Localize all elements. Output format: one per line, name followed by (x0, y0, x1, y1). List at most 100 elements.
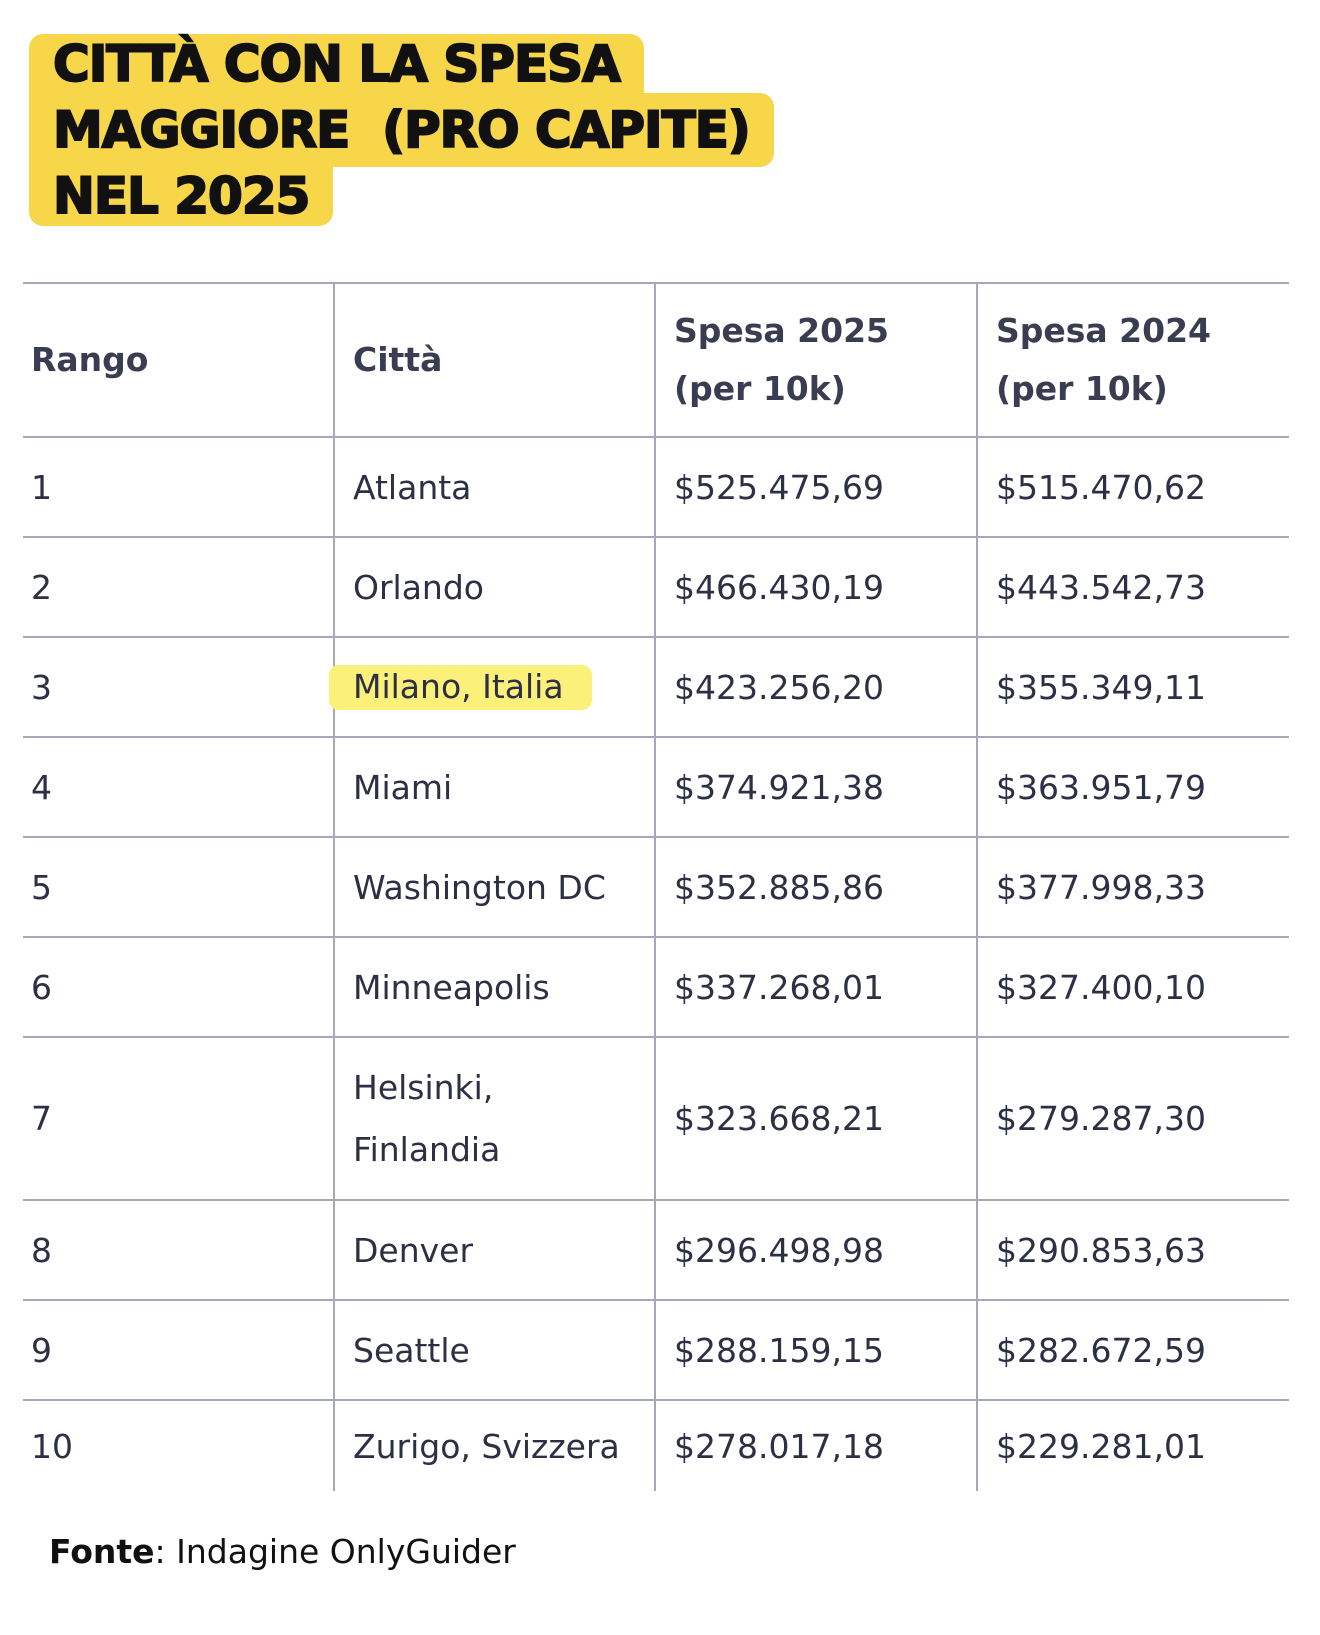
cell-text: $290.853,63 (996, 1230, 1206, 1270)
header-text: Spesa 2024 (per 10k) (996, 311, 1212, 408)
cell-text: $466.430,19 (674, 567, 884, 607)
cell-text: 9 (31, 1330, 52, 1370)
table-cell: $229.281,01 (976, 1399, 1289, 1491)
table-cell: $423.256,20 (654, 636, 977, 738)
table-cell: $337.268,01 (654, 936, 977, 1038)
city-name: Zurigo, Svizzera (353, 1426, 620, 1466)
cell-text: $443.542,73 (996, 567, 1206, 607)
table-cell: $296.498,98 (654, 1199, 977, 1301)
cell-text: $374.921,38 (674, 767, 884, 807)
table-cell: $352.885,86 (654, 836, 977, 938)
cell-text: 8 (31, 1230, 52, 1270)
table-row: 1 Atlanta $525.475,69 $515.470,62 (23, 436, 1289, 538)
city-name: Seattle (353, 1330, 470, 1370)
city-name: Orlando (353, 567, 484, 607)
table-cell: 9 (23, 1299, 334, 1401)
source: Fonte: Indagine OnlyGuider (49, 1532, 516, 1571)
table-cell: $443.542,73 (976, 536, 1289, 638)
source-label: Fonte (49, 1532, 155, 1571)
table-cell: 4 (23, 736, 334, 838)
title-line: MAGGIORE (PRO CAPITE) (29, 93, 774, 167)
cell-text: $229.281,01 (996, 1426, 1206, 1466)
cell-text: $296.498,98 (674, 1230, 884, 1270)
header-cell: Città (333, 282, 655, 438)
city-name: Minneapolis (353, 967, 550, 1007)
cell-text: $377.998,33 (996, 867, 1206, 907)
table-cell: $377.998,33 (976, 836, 1289, 938)
cell-text: $525.475,69 (674, 467, 884, 507)
table-cell: $323.668,21 (654, 1036, 977, 1201)
cell-text: 6 (31, 967, 52, 1007)
cell-text: 5 (31, 867, 52, 907)
cell-text: $423.256,20 (674, 667, 884, 707)
header-cell: Spesa 2024 (per 10k) (976, 282, 1289, 438)
table-row: 6 Minneapolis $337.268,01 $327.400,10 (23, 936, 1289, 1038)
city-name: Miami (353, 767, 453, 807)
table-row: 10 Zurigo, Svizzera $278.017,18 $229.281,01 (23, 1399, 1289, 1491)
city-name: Denver (353, 1230, 474, 1270)
header-text: Città (353, 340, 443, 379)
table-cell: Helsinki, Finlandia (333, 1036, 655, 1201)
city-name: Atlanta (353, 467, 472, 507)
header-text: Rango (31, 340, 149, 379)
cell-text: $279.287,30 (996, 1098, 1206, 1138)
table-cell: $355.349,11 (976, 636, 1289, 738)
table-cell: Atlanta (333, 436, 655, 538)
title-line: CITTÀ CON LA SPESA (29, 34, 644, 94)
table-cell: $374.921,38 (654, 736, 977, 838)
header-cell: Rango (23, 282, 334, 438)
table-row: 9 Seattle $288.159,15 $282.672,59 (23, 1299, 1289, 1401)
table-cell: $290.853,63 (976, 1199, 1289, 1301)
table-cell: Orlando (333, 536, 655, 638)
city-name: Milano, Italia (329, 664, 592, 710)
table-cell: Seattle (333, 1299, 655, 1401)
header-row: Rango Città Spesa 2025 (per 10k) Spesa 2024… (23, 282, 1289, 438)
ranking-table: Rango Città Spesa 2025 (per 10k) Spesa 2024… (23, 282, 1289, 1491)
table-cell: Minneapolis (333, 936, 655, 1038)
table-cell: 10 (23, 1399, 334, 1491)
table-cell: 5 (23, 836, 334, 938)
table-body: 1 Atlanta $525.475,69 $515.470,62 2 Orlando $4… (23, 436, 1289, 1491)
table-cell: $327.400,10 (976, 936, 1289, 1038)
cell-text: 1 (31, 467, 52, 507)
cell-text: $515.470,62 (996, 467, 1206, 507)
table-cell: 6 (23, 936, 334, 1038)
table-cell: $288.159,15 (654, 1299, 977, 1401)
header-text: Spesa 2025 (per 10k) (674, 311, 890, 408)
cell-text: $278.017,18 (674, 1426, 884, 1466)
cell-text: 10 (31, 1426, 73, 1466)
table-row: 3 Milano, Italia $423.256,20 $355.349,11 (23, 636, 1289, 738)
table-cell: $279.287,30 (976, 1036, 1289, 1201)
table-cell: $466.430,19 (654, 536, 977, 638)
cell-text: 3 (31, 667, 52, 707)
table-cell: Zurigo, Svizzera (333, 1399, 655, 1491)
table-cell: 7 (23, 1036, 334, 1201)
cell-text: $282.672,59 (996, 1330, 1206, 1370)
cell-text: 7 (31, 1098, 52, 1138)
cell-text: $355.349,11 (996, 667, 1206, 707)
table-cell: Miami (333, 736, 655, 838)
city-name: Washington DC (353, 867, 606, 907)
cell-text: $352.885,86 (674, 867, 884, 907)
table-row: 8 Denver $296.498,98 $290.853,63 (23, 1199, 1289, 1301)
cell-text: $323.668,21 (674, 1098, 884, 1138)
table-row: 2 Orlando $466.430,19 $443.542,73 (23, 536, 1289, 638)
table-cell: 1 (23, 436, 334, 538)
cell-text: 4 (31, 767, 52, 807)
cell-text: 2 (31, 567, 52, 607)
header-cell: Spesa 2025 (per 10k) (654, 282, 977, 438)
table-cell: 2 (23, 536, 334, 638)
cell-text: $337.268,01 (674, 967, 884, 1007)
table-row: 5 Washington DC $352.885,86 $377.998,33 (23, 836, 1289, 938)
title-line: NEL 2025 (29, 166, 334, 226)
table-row: 4 Miami $374.921,38 $363.951,79 (23, 736, 1289, 838)
table-cell: Washington DC (333, 836, 655, 938)
source-text: : Indagine OnlyGuider (154, 1532, 516, 1571)
table-cell: $515.470,62 (976, 436, 1289, 538)
cell-text: $288.159,15 (674, 1330, 884, 1370)
table-cell: Milano, Italia (329, 636, 655, 738)
table-row: 7 Helsinki, Finlandia $323.668,21 $279.287,… (23, 1036, 1289, 1201)
table-cell: $525.475,69 (654, 436, 977, 538)
table-cell: 8 (23, 1199, 334, 1301)
